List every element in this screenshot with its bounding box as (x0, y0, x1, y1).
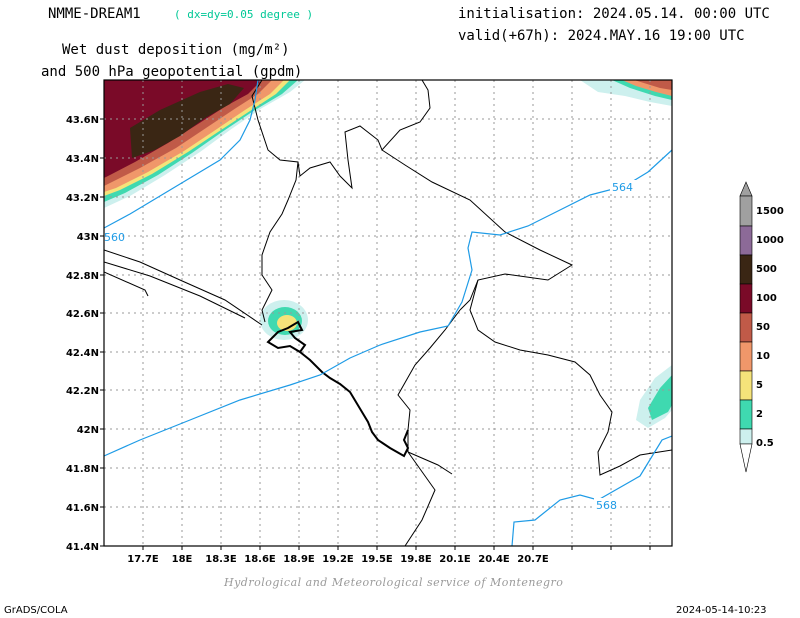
legend-top-arrow (739, 181, 753, 197)
lon-label: 19.8E (400, 554, 432, 565)
coastline (266, 320, 410, 458)
lat-label: 43.4N (66, 154, 99, 165)
legend-swatch (739, 399, 753, 430)
legend-swatch (739, 312, 753, 343)
lon-label: 18.6E (244, 554, 276, 565)
contour-label-564: 564 (612, 181, 633, 194)
lat-label: 41.6N (66, 503, 99, 514)
init-time: initialisation: 2024.05.14. 00:00 UTC (458, 6, 770, 22)
legend-swatch (739, 254, 753, 285)
lat-label: 43.2N (66, 193, 99, 204)
legend-swatch (739, 195, 753, 227)
lon-label: 19.2E (322, 554, 354, 565)
lon-label: 20.1E (439, 554, 471, 565)
lat-label: 42.8N (66, 271, 99, 282)
lat-label: 43N (77, 232, 99, 243)
legend-label: 50 (756, 322, 770, 333)
legend-bottom-arrow (739, 443, 753, 473)
contour-label-568: 568 (596, 499, 617, 512)
lat-label: 41.8N (66, 464, 99, 475)
legend-labels: 0.5 2 5 10 50 100 500 1000 1500 (756, 206, 784, 449)
title-line-1: Wet dust deposition (mg/m²) (62, 42, 290, 58)
valid-time: valid(+67h): 2024.MAY.16 19:00 UTC (458, 28, 745, 44)
geopotential-contours (104, 80, 672, 546)
lat-label: 43.6N (66, 115, 99, 126)
lat-label: 42.6N (66, 309, 99, 320)
legend-swatch (739, 225, 753, 256)
lat-label: 42N (77, 425, 99, 436)
borders (104, 80, 672, 546)
tick-marks (100, 118, 651, 550)
legend-label: 2 (756, 409, 763, 420)
color-legend (739, 181, 753, 473)
lon-label: 18.3E (205, 554, 237, 565)
legend-swatch (739, 341, 753, 372)
legend-label: 10 (756, 351, 770, 362)
legend-label: 0.5 (756, 438, 774, 449)
title-line-2: and 500 hPa geopotential (gpdm) (41, 64, 303, 80)
gridlines (104, 80, 672, 546)
legend-label: 100 (756, 293, 777, 304)
lon-label: 19.5E (361, 554, 393, 565)
lon-label: 17.7E (127, 554, 159, 565)
resolution-label: ( dx=dy=0.05 degree ) (174, 8, 314, 21)
legend-swatch (739, 428, 753, 445)
legend-label: 500 (756, 264, 777, 275)
legend-swatch (739, 370, 753, 401)
latitude-labels: 43.6N 43.4N 43.2N 43N 42.8N 42.6N 42.4N … (66, 115, 99, 553)
render-timestamp: 2024-05-14-10:23 (676, 605, 767, 616)
software-label: GrADS/COLA (4, 605, 68, 616)
legend-label: 5 (756, 380, 763, 391)
lat-label: 41.4N (66, 542, 99, 553)
lon-label: 18E (172, 554, 193, 565)
longitude-labels: 17.7E 18E 18.3E 18.6E 18.9E 19.2E 19.5E … (127, 554, 549, 565)
contour-label-560: 560 (104, 231, 125, 244)
lon-label: 20.4E (478, 554, 510, 565)
legend-label: 1500 (756, 206, 784, 217)
model-name: NMME-DREAM1 (48, 6, 141, 22)
lat-label: 42.2N (66, 386, 99, 397)
lon-label: 20.7E (517, 554, 549, 565)
legend-label: 1000 (756, 235, 784, 246)
deposition-field (104, 80, 672, 428)
credit-line: Hydrological and Meteorological service … (224, 576, 564, 589)
lat-label: 42.4N (66, 348, 99, 359)
lon-label: 18.9E (283, 554, 315, 565)
legend-swatch (739, 283, 753, 314)
